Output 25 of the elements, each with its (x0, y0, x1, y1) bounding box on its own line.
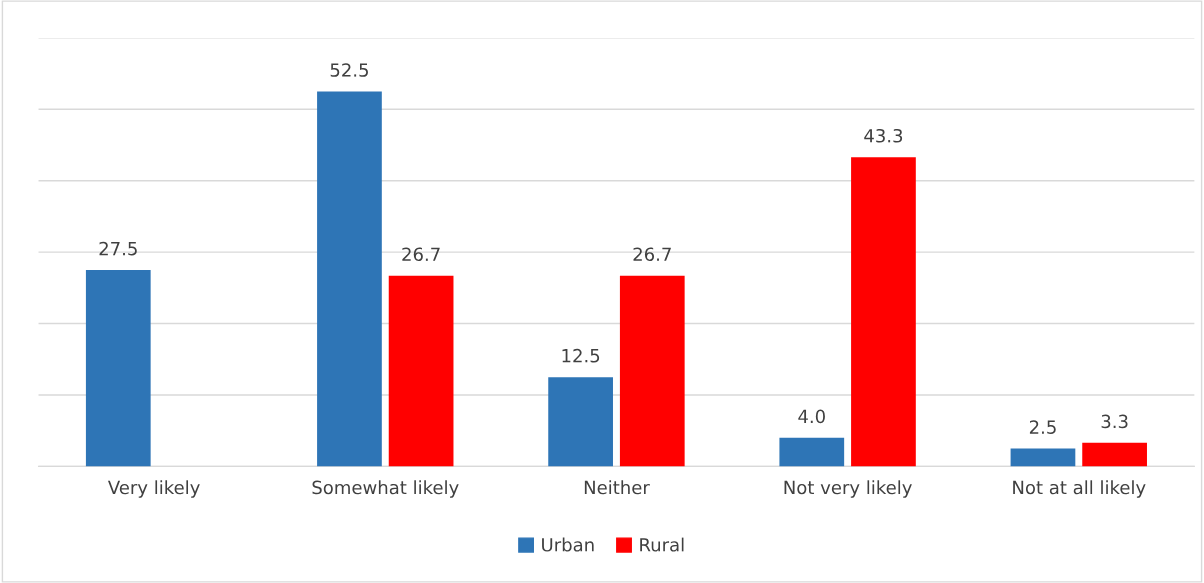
data-label: 52.5 (330, 63, 368, 77)
x-tick-label: Somewhat likely (312, 480, 459, 498)
data-label: 12.5 (562, 348, 600, 363)
x-tick-label: Not very likely (784, 480, 912, 498)
data-label: 26.7 (633, 247, 671, 262)
bar (548, 377, 613, 467)
x-tick-label: Not at all likely (1013, 480, 1146, 498)
bar (317, 91, 382, 467)
bar (851, 157, 916, 467)
data-label: 2.5 (1029, 420, 1056, 434)
data-label: 43.3 (864, 128, 903, 143)
bar (779, 437, 845, 467)
data-label: 4.0 (798, 409, 825, 424)
data-label: 26.7 (402, 247, 440, 262)
bar (85, 270, 151, 467)
bar (619, 275, 685, 467)
bar (1010, 448, 1076, 467)
bar (388, 275, 454, 467)
bar (1082, 442, 1147, 467)
x-tick-label: Neither (584, 480, 650, 495)
data-label: 27.5 (99, 241, 137, 256)
data-label: 3.3 (1101, 414, 1128, 429)
legend-label: Rural (640, 537, 684, 552)
legend-label: Urban (542, 537, 594, 552)
x-tick-label: Very likely (107, 480, 200, 498)
